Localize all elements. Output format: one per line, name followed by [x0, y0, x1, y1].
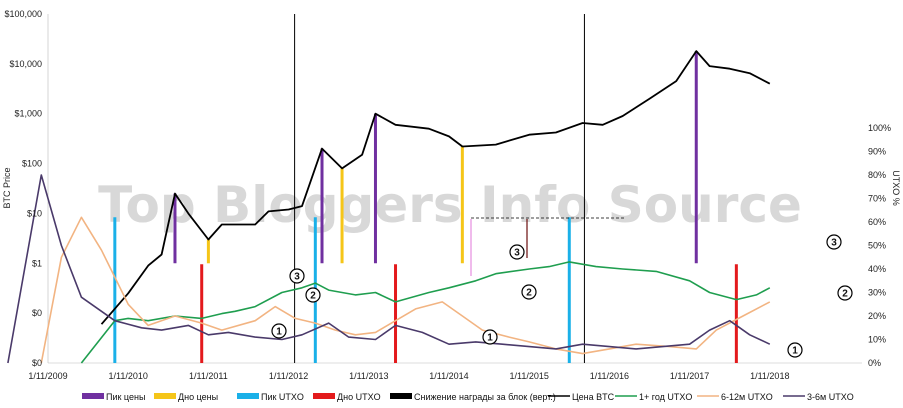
annotation-label: 2: [526, 288, 532, 299]
x-tick-label: 1/11/2017: [670, 371, 709, 381]
x-tick-label: 1/11/2015: [509, 371, 548, 381]
watermark: Top Bloggers Info Source: [98, 176, 802, 234]
annotation-circle: [509, 244, 525, 260]
left-tick-label: $10,000: [9, 59, 42, 69]
x-tick-label: 1/11/2012: [269, 371, 308, 381]
left-axis-title: BTC Price: [2, 167, 12, 208]
left-tick-label: $0: [32, 358, 42, 368]
right-axis-title: UTXO %: [891, 170, 901, 206]
right-tick-label: 20%: [868, 311, 886, 321]
annotation-label: 3: [294, 272, 300, 283]
annotation-label: 1: [276, 327, 282, 338]
legend-swatch: [82, 393, 104, 399]
annotation-label: 2: [310, 291, 316, 302]
annotation-label: 3: [831, 238, 837, 249]
legend-swatch: [237, 393, 259, 399]
annotation-circle: [521, 284, 537, 300]
right-tick-label: 0%: [868, 358, 881, 368]
legend-label: Пик цены: [106, 392, 145, 402]
legend-swatch: [313, 393, 335, 399]
legend-label: Цена BTC: [572, 392, 615, 402]
annotation-circle: [482, 329, 498, 345]
x-tick-label: 1/11/2009: [28, 371, 67, 381]
series-line: [80, 261, 771, 364]
legend-label: Дно цены: [178, 392, 218, 402]
left-tick-label: $100,000: [4, 9, 42, 19]
legend-swatch: [390, 393, 412, 399]
left-tick-label: $0: [32, 308, 42, 318]
annotation-circle: [289, 268, 305, 284]
x-tick-label: 1/11/2013: [349, 371, 388, 381]
legend-swatch: [154, 393, 176, 399]
annotation-circle: [826, 234, 842, 250]
x-tick-label: 1/11/2010: [109, 371, 148, 381]
x-tick-label: 1/11/2018: [750, 371, 789, 381]
annotation-label: 2: [842, 289, 848, 300]
series-line: [40, 216, 771, 364]
right-tick-label: 30%: [868, 288, 886, 298]
legend-label: Пик UTXO: [261, 392, 304, 402]
right-tick-label: 100%: [868, 123, 891, 133]
x-tick-label: 1/11/2011: [189, 371, 228, 381]
right-tick-label: 40%: [868, 264, 886, 274]
x-tick-label: 1/11/2016: [590, 371, 629, 381]
series-line: [7, 174, 771, 364]
legend-label: 3-6м UTXO: [807, 392, 854, 402]
annotation-label: 1: [792, 346, 798, 357]
annotation-circle: [271, 323, 287, 339]
annotation-circle: [837, 285, 853, 301]
right-tick-label: 60%: [868, 217, 886, 227]
annotation-circle: [305, 287, 321, 303]
left-tick-label: $10: [27, 208, 42, 218]
right-tick-label: 90%: [868, 147, 886, 157]
right-tick-label: 70%: [868, 194, 886, 204]
left-tick-label: $1,000: [14, 109, 42, 119]
left-tick-label: $1: [32, 258, 42, 268]
annotation-label: 1: [487, 333, 493, 344]
right-tick-label: 50%: [868, 241, 886, 251]
x-tick-label: 1/11/2014: [429, 371, 468, 381]
legend-label: 6-12м UTXO: [721, 392, 773, 402]
right-tick-label: 80%: [868, 170, 886, 180]
right-tick-label: 10%: [868, 335, 886, 345]
left-tick-label: $100: [22, 159, 42, 169]
series-line: [100, 50, 771, 325]
legend-label: Снижение награды за блок (верт.): [414, 392, 556, 402]
annotation-label: 3: [514, 248, 520, 259]
legend-label: 1+ год UTXO: [639, 392, 692, 402]
annotation-circle: [787, 342, 803, 358]
legend-label: Дно UTXO: [337, 392, 381, 402]
